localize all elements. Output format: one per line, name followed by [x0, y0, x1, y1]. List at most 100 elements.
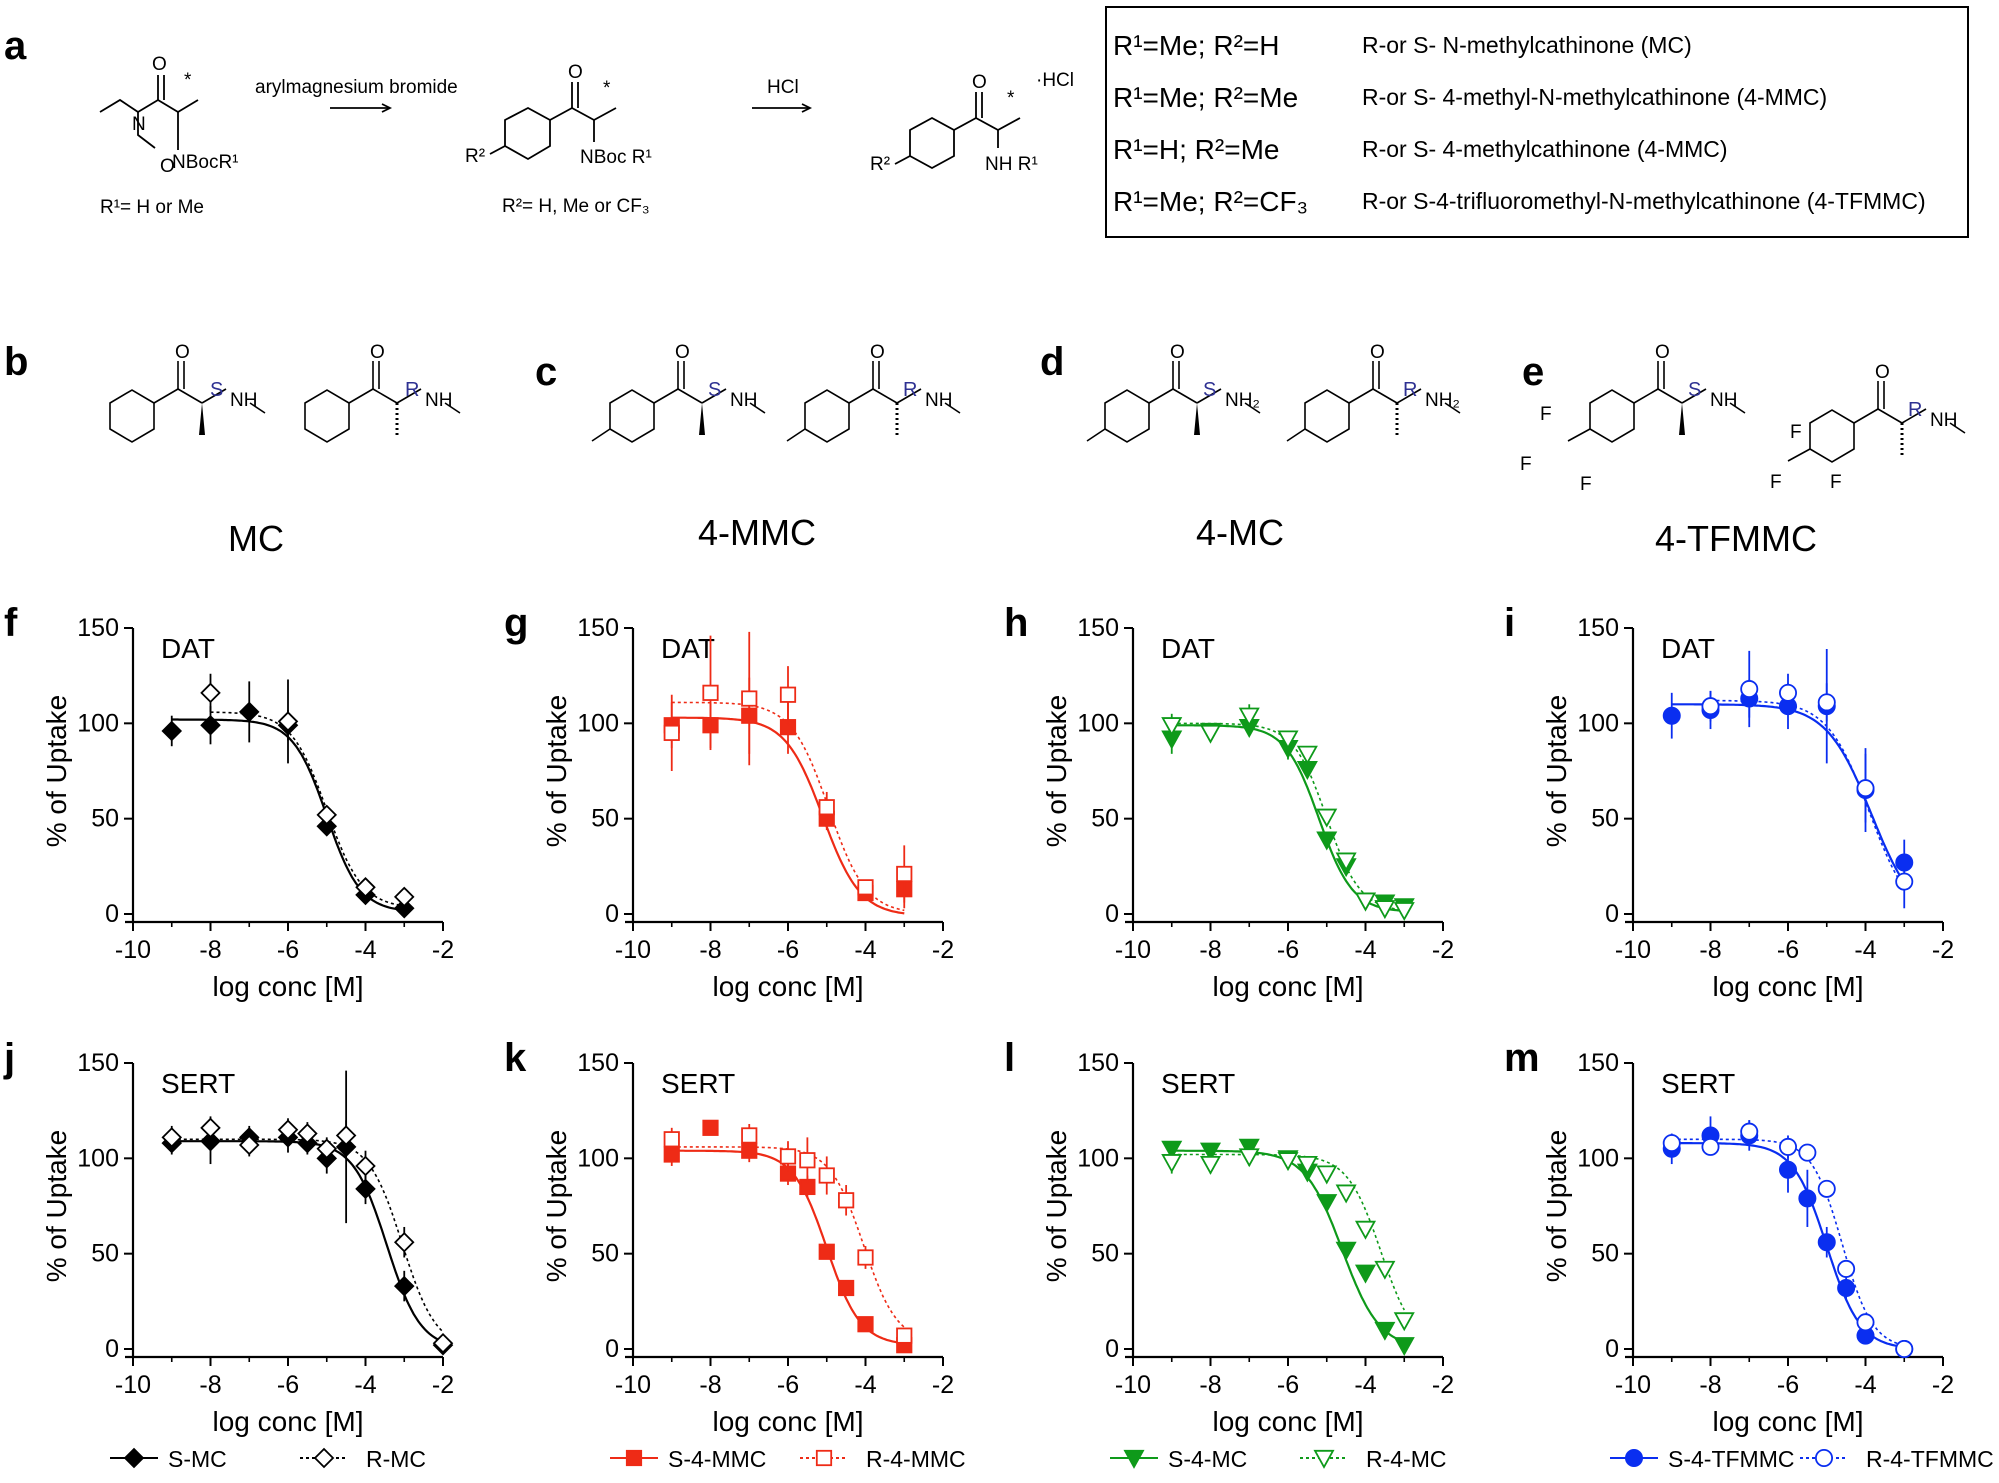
- data-point: [432, 1333, 454, 1354]
- y-tick-label: 100: [577, 1144, 619, 1172]
- data-point: [1701, 1137, 1720, 1156]
- svg-text:O: O: [1170, 342, 1185, 363]
- data-point: [393, 886, 415, 908]
- x-tick-label: -6: [777, 936, 799, 964]
- y-axis-label: % of Uptake: [541, 695, 572, 848]
- data-point: [1161, 1154, 1183, 1173]
- data-point: [355, 1155, 376, 1177]
- legend-label: S-4-TFMMC: [1668, 1446, 1794, 1472]
- legend-label: R-4-MC: [1366, 1446, 1447, 1472]
- x-axis-label: log conc [M]: [1713, 1406, 1864, 1437]
- x-tick-label: -6: [1277, 936, 1299, 964]
- data-point: [1837, 1278, 1856, 1297]
- x-tick-label: -6: [1777, 1371, 1799, 1399]
- amine-label: NH: [730, 390, 757, 411]
- series-R-MC: [200, 673, 415, 908]
- svg-text:O: O: [870, 342, 885, 363]
- nboc-label: NBocR¹: [172, 152, 239, 173]
- x-tick-label: -4: [354, 1371, 376, 1399]
- r2-label: R²: [465, 146, 485, 167]
- table-row-desc: R-or S-4-trifluoromethyl-N-methylcathino…: [1362, 188, 1926, 214]
- x-axis-label: log conc [M]: [713, 971, 864, 1002]
- fit-curve: [210, 711, 405, 907]
- y-tick-label: 0: [1605, 1335, 1619, 1363]
- x-axis-label: log conc [M]: [1713, 971, 1864, 1002]
- svg-text:O: O: [1370, 342, 1385, 363]
- y-axis-label: % of Uptake: [1041, 1130, 1072, 1283]
- fit-curve: [171, 1138, 444, 1333]
- y-tick-label: 150: [577, 1049, 619, 1077]
- data-point: [857, 1316, 874, 1333]
- substituent-table: R¹=Me; R²=H R-or S- N-methylcathinone (M…: [1105, 6, 1969, 238]
- x-tick-label: -10: [1615, 936, 1651, 964]
- x-tick-label: -2: [432, 936, 454, 964]
- data-point: [393, 1275, 415, 1297]
- chart-j: j 0 50 100 150 -10 -8 -6 -4 -2 log conc [M] % of Up…: [3, 1036, 454, 1437]
- data-point: [1277, 1152, 1299, 1172]
- amine-label: NH: [1710, 390, 1737, 411]
- data-point: [1701, 697, 1720, 716]
- data-point: [1393, 1312, 1415, 1332]
- data-point: [896, 865, 913, 883]
- x-tick-label: -6: [777, 1371, 799, 1399]
- transporter-title: DAT: [661, 633, 715, 664]
- benzene-ring: [504, 106, 551, 161]
- data-point: [1354, 892, 1377, 912]
- data-point: [200, 1130, 221, 1152]
- r2-note: R²= H, Me or CF₃: [502, 196, 650, 217]
- data-point: [393, 1231, 415, 1253]
- y-tick-label: 50: [91, 805, 119, 833]
- y-tick-label: 150: [577, 614, 619, 642]
- data-point: [1161, 1140, 1183, 1160]
- data-point: [663, 1131, 680, 1148]
- panel-label-j: j: [3, 1036, 15, 1080]
- x-tick-label: -4: [854, 936, 876, 964]
- svg-text:F: F: [1540, 404, 1552, 425]
- data-point: [1199, 1142, 1222, 1162]
- data-point: [663, 724, 680, 741]
- data-point: [316, 804, 338, 826]
- y-tick-label: 100: [1077, 709, 1119, 737]
- y-tick-label: 100: [77, 1144, 119, 1172]
- data-point: [1740, 680, 1759, 699]
- data-point: [1374, 1321, 1396, 1341]
- data-point: [1238, 707, 1260, 727]
- data-point: [1856, 1313, 1875, 1332]
- compound-name-mc: MC: [228, 518, 284, 559]
- x-tick-label: -8: [1699, 936, 1721, 964]
- y-tick-label: 0: [105, 900, 119, 928]
- series-S-4-MC: [1161, 1138, 1415, 1357]
- data-point: [1817, 1233, 1836, 1252]
- data-point: [200, 682, 221, 704]
- svg-text:O: O: [370, 342, 385, 363]
- data-point: [741, 1127, 758, 1144]
- legend-label: S-4-MC: [1168, 1446, 1247, 1472]
- data-point: [297, 1123, 318, 1144]
- y-tick-label: 100: [1577, 1144, 1619, 1172]
- legend-marker: [1313, 1449, 1335, 1469]
- data-point: [1316, 1165, 1338, 1185]
- data-point: [1199, 724, 1222, 744]
- chiral-star: *: [603, 78, 611, 99]
- legend-i: S-4-TFMMC R-4-TFMMC: [1610, 1446, 1994, 1472]
- svg-text:F: F: [1580, 474, 1592, 495]
- panel-label-d: d: [1040, 340, 1065, 384]
- x-axis-label: log conc [M]: [213, 971, 364, 1002]
- data-point: [1316, 831, 1338, 851]
- panel-label-k: k: [504, 1036, 527, 1080]
- table-row-desc: R-or S- 4-methylcathinone (4-MMC): [1362, 136, 1728, 162]
- legend-label: S-4-MMC: [668, 1446, 766, 1472]
- svg-text:O: O: [160, 156, 175, 177]
- panel-label-g: g: [504, 601, 528, 645]
- x-tick-label: -8: [1199, 1371, 1221, 1399]
- data-point: [1778, 1160, 1797, 1179]
- svg-text:O: O: [972, 72, 987, 93]
- y-tick-label: 0: [1105, 1335, 1119, 1363]
- svg-text:O: O: [1655, 342, 1670, 363]
- data-point: [1817, 1179, 1836, 1198]
- x-tick-label: -10: [115, 936, 151, 964]
- chart-m: m 0 50 100 150 -10 -8 -6 -4 -2 log conc [M] % of Up…: [1504, 1036, 1954, 1437]
- data-point: [1335, 852, 1357, 872]
- legend-marker: [625, 1449, 643, 1467]
- amine-label: NH: [230, 390, 257, 411]
